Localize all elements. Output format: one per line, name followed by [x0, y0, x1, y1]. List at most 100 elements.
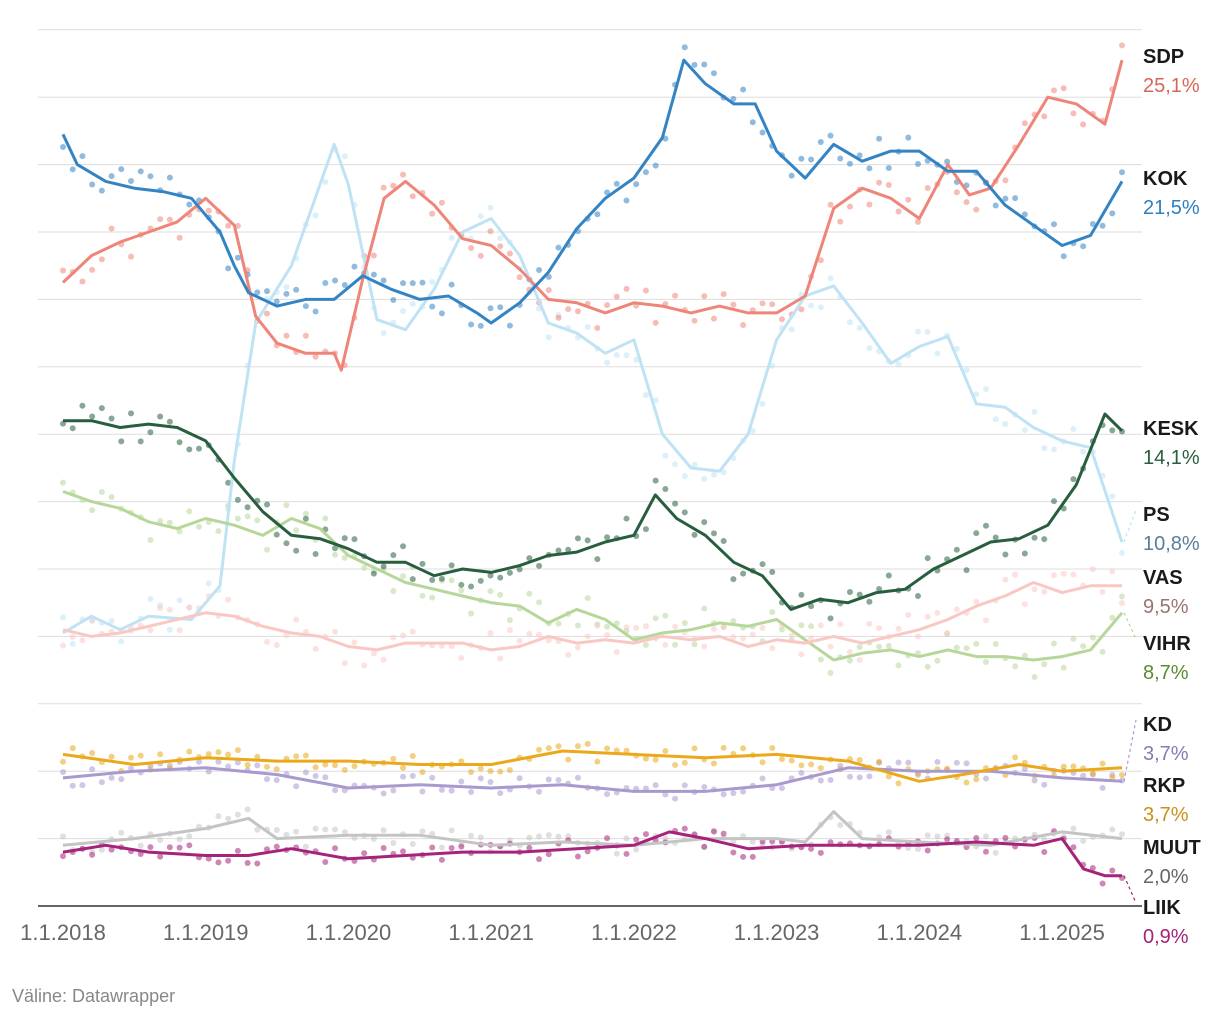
kesk-poll-point [623, 515, 630, 522]
ps-poll-point [341, 153, 348, 160]
vas-poll-point [895, 625, 902, 632]
ps-poll-point [1031, 408, 1038, 415]
sdp-poll-point [837, 218, 844, 225]
vas-poll-point [69, 633, 76, 640]
ps-poll-point [662, 452, 669, 459]
vas-poll-point [642, 623, 649, 630]
liik-poll-point [225, 857, 232, 864]
liik-poll-point [438, 856, 445, 863]
vihr-poll-point [856, 644, 863, 651]
kesk-poll-point [234, 496, 241, 503]
sdp-poll-point [1002, 177, 1009, 184]
kesk-poll-point [400, 543, 407, 550]
rkp-poll-point [60, 758, 66, 765]
muut-poll-point [934, 833, 941, 840]
kok-poll-point [468, 321, 475, 328]
kok-poll-point [827, 132, 834, 139]
ps-poll-point [672, 461, 679, 468]
liik-poll-point [322, 858, 329, 865]
liik-poll-point [1002, 834, 1009, 841]
kd-poll-point [1031, 777, 1038, 784]
kok-poll-point [166, 174, 173, 181]
muut-poll-point [390, 839, 397, 846]
kok-poll-point [351, 263, 358, 270]
kok-poll-point [594, 211, 601, 218]
kok-poll-point [555, 244, 562, 251]
vihr-trend-line [62, 490, 1124, 662]
ps-poll-point [982, 386, 989, 393]
rkp-poll-point [293, 753, 300, 760]
vas-poll-point [613, 648, 620, 655]
kd-poll-point [312, 773, 319, 780]
liik-poll-point [273, 843, 280, 850]
kesk-poll-point [108, 415, 115, 422]
kok-poll-point [370, 271, 377, 278]
vas-poll-point [944, 630, 951, 637]
vas-poll-point [565, 651, 572, 658]
rkp-poll-point [642, 755, 649, 762]
rkp-poll-point [244, 762, 251, 769]
vas-poll-point [798, 651, 805, 658]
kok-poll-point [1050, 221, 1057, 228]
kok-poll-point [642, 169, 649, 176]
liik-poll-point [730, 849, 737, 856]
kesk-poll-point [69, 425, 76, 432]
vas-poll-point [973, 598, 980, 605]
sdp-poll-point [79, 278, 86, 285]
rkp-poll-point [69, 745, 76, 752]
kesk-poll-point [973, 530, 980, 537]
muut-poll-point [60, 833, 66, 840]
vas-poll-point [60, 642, 66, 649]
ps-poll-point [827, 275, 834, 282]
kesk-poll-point [574, 535, 581, 542]
vas-poll-point [1012, 571, 1019, 578]
muut-poll-point [633, 846, 640, 853]
liik-poll-point [1089, 865, 1096, 872]
vas-trend-line [62, 581, 1122, 652]
liik-poll-point [827, 839, 834, 846]
vihr-poll-point [147, 537, 154, 544]
sdp-poll-point [468, 244, 475, 251]
kd-poll-point [429, 774, 436, 781]
kd-poll-point [302, 769, 309, 776]
kd-poll-point [322, 774, 329, 781]
muut-poll-point [254, 826, 261, 833]
ps-poll-point [924, 328, 931, 335]
kd-poll-point [720, 791, 727, 798]
ps-poll-point [283, 284, 290, 291]
kd-trend-line [62, 766, 1123, 793]
vihr-poll-point [672, 641, 679, 648]
rkp-poll-point [623, 747, 630, 754]
vihr-poll-point [526, 590, 533, 597]
ps-poll-point [409, 300, 416, 307]
rkp-poll-point [273, 766, 280, 773]
rkp-poll-point [234, 747, 241, 754]
kd-poll-point [740, 788, 747, 795]
vas-poll-point [1041, 588, 1048, 595]
kok-poll-point [749, 119, 756, 126]
sdp-poll-point [390, 182, 397, 189]
rkp-poll-point [215, 749, 222, 756]
vas-poll-point [361, 662, 368, 669]
vas-poll-point [487, 630, 494, 637]
vihr-poll-point [701, 605, 708, 612]
liik-poll-point [244, 860, 251, 867]
rkp-label-value: 3,7% [1143, 804, 1189, 826]
kd-poll-point [487, 779, 494, 786]
sdp-poll-point [914, 218, 921, 225]
sdp-poll-point [60, 267, 66, 274]
kesk-poll-point [147, 429, 154, 436]
vihr-poll-point [332, 551, 339, 558]
kd-poll-point [118, 776, 125, 783]
kesk-label-value: 14,1% [1143, 447, 1200, 469]
kesk-poll-point [846, 589, 853, 596]
liik-poll-point [254, 860, 261, 867]
kesk-poll-point [118, 438, 125, 445]
kesk-poll-point [176, 439, 183, 446]
liik-poll-point [1041, 848, 1048, 855]
sdp-poll-point [876, 179, 883, 186]
vihr-poll-point [1109, 614, 1116, 621]
kd-poll-point [934, 758, 941, 765]
ps-poll-point [1080, 448, 1087, 455]
kesk-poll-point [769, 568, 776, 575]
